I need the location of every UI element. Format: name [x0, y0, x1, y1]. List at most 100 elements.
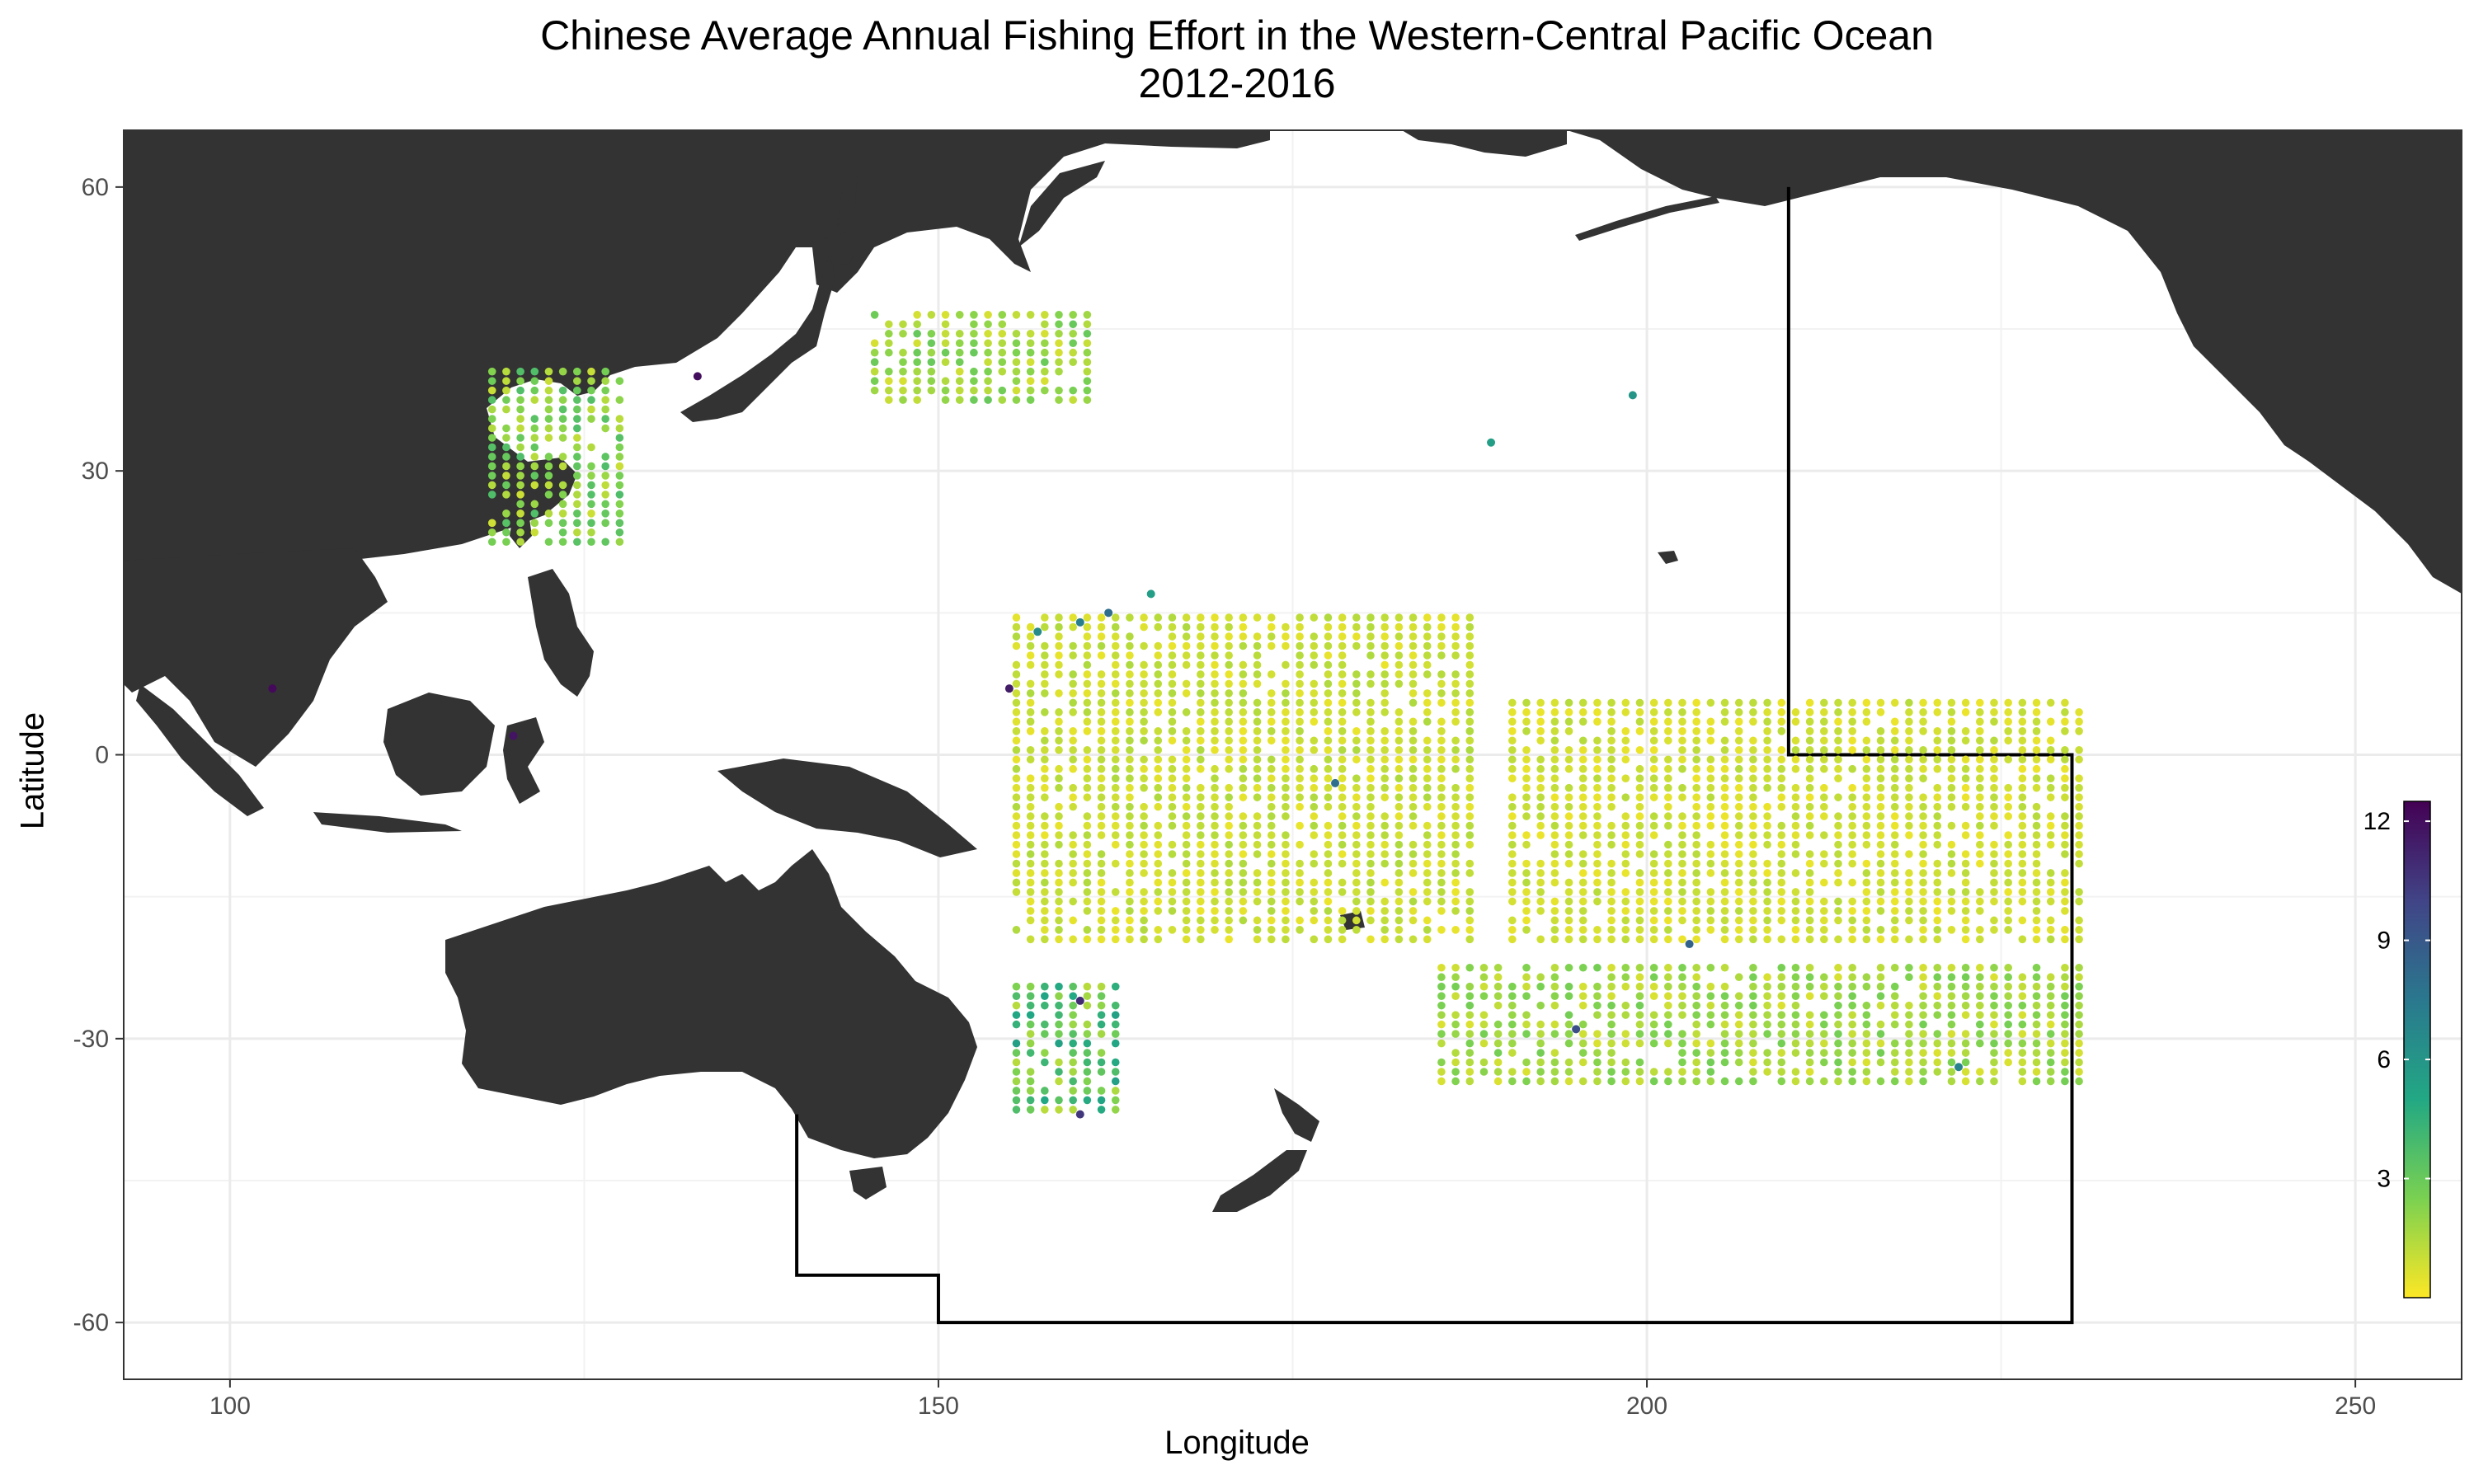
effort-point: [1848, 1049, 1856, 1057]
effort-point: [2018, 745, 2027, 754]
effort-point: [1749, 802, 1757, 811]
effort-point: [1961, 774, 1970, 782]
effort-point: [1805, 812, 1814, 820]
effort-point: [1423, 622, 1432, 632]
effort-point: [1947, 793, 1956, 801]
effort-point: [1734, 736, 1743, 745]
effort-point: [1352, 698, 1361, 707]
effort-point: [1947, 897, 1956, 906]
effort-point: [1607, 1001, 1616, 1010]
effort-point: [615, 528, 624, 537]
effort-point: [2046, 1049, 2055, 1057]
effort-point: [1111, 613, 1120, 622]
effort-point: [1239, 755, 1248, 764]
effort-point: [1848, 812, 1856, 820]
effort-point: [2032, 935, 2041, 944]
effort-point: [2032, 1001, 2041, 1010]
effort-point: [1990, 1049, 1998, 1057]
effort-point: [1508, 802, 1517, 811]
effort-point: [1395, 859, 1404, 868]
effort-point: [516, 453, 524, 461]
effort-point: [1933, 821, 1942, 830]
effort-point: [1041, 727, 1049, 735]
effort-point: [1805, 888, 1814, 896]
effort-point: [1536, 812, 1545, 820]
effort-point: [1338, 679, 1347, 688]
effort-point: [1197, 821, 1205, 830]
effort-point: [1253, 916, 1262, 925]
effort-point: [1069, 802, 1077, 811]
effort-point: [1111, 982, 1120, 991]
effort-point: [587, 405, 595, 414]
effort-point: [1522, 897, 1531, 906]
effort-point: [1522, 982, 1531, 991]
effort-point: [1550, 878, 1559, 887]
effort-point: [1550, 774, 1559, 782]
land-new-zealand-south: [1212, 1150, 1307, 1212]
effort-point: [1083, 320, 1092, 329]
effort-point: [1550, 745, 1559, 754]
effort-point: [502, 405, 510, 414]
effort-point: [1380, 670, 1389, 679]
effort-point: [1664, 755, 1672, 764]
effort-point: [1820, 1030, 1828, 1038]
effort-point: [1876, 1001, 1885, 1010]
effort-point: [1749, 764, 1757, 773]
effort-point: [1253, 717, 1262, 726]
effort-point: [1041, 367, 1049, 376]
effort-point: [1777, 717, 1786, 726]
effort-point: [1805, 1049, 1814, 1057]
effort-point: [1947, 736, 1956, 745]
effort-point: [1564, 821, 1573, 830]
effort-point: [899, 367, 907, 376]
effort-point: [1324, 689, 1333, 697]
effort-point: [1649, 793, 1658, 801]
effort-point: [1267, 859, 1276, 868]
effort-point: [2004, 926, 2012, 934]
effort-point: [1536, 888, 1545, 896]
effort-point: [1239, 679, 1248, 688]
effort-point: [1522, 745, 1531, 754]
effort-point: [1578, 907, 1587, 915]
effort-point: [1168, 793, 1177, 801]
effort-point: [2004, 907, 2012, 915]
effort-point: [913, 358, 921, 366]
effort-point: [1976, 840, 1984, 849]
effort-point: [1239, 869, 1248, 877]
effort-point: [1409, 670, 1418, 679]
effort-point: [1267, 670, 1276, 679]
effort-point: [1763, 935, 1771, 944]
effort-point: [1126, 755, 1134, 764]
effort-point: [1919, 1011, 1927, 1019]
effort-point: [2004, 717, 2012, 726]
effort-point: [1366, 717, 1375, 726]
effort-point: [1621, 963, 1630, 972]
effort-point: [1437, 698, 1446, 707]
effort-point: [1578, 802, 1587, 811]
effort-point: [601, 424, 609, 433]
effort-point: [1777, 840, 1786, 849]
effort-point: [1366, 878, 1375, 887]
effort-point: [615, 434, 624, 442]
effort-point: [1267, 793, 1276, 801]
effort-point: [1890, 698, 1899, 707]
effort-point: [1890, 1049, 1899, 1057]
effort-point: [1012, 793, 1021, 801]
effort-point: [1055, 348, 1063, 357]
effort-point: [2004, 869, 2012, 877]
effort-point: [1890, 926, 1899, 934]
effort-point: [1536, 821, 1545, 830]
effort-point: [1310, 907, 1319, 915]
effort-point: [1267, 736, 1276, 745]
effort-point: [1578, 736, 1587, 745]
effort-point: [1267, 821, 1276, 830]
effort-point: [1225, 850, 1233, 858]
effort-point: [1564, 907, 1573, 915]
effort-point: [1267, 916, 1276, 925]
effort-point: [1012, 708, 1021, 716]
effort-point: [1905, 973, 1913, 982]
effort-point: [1578, 897, 1587, 906]
effort-point: [615, 510, 624, 518]
effort-point-high: [1075, 1110, 1084, 1119]
effort-point: [1282, 869, 1290, 877]
